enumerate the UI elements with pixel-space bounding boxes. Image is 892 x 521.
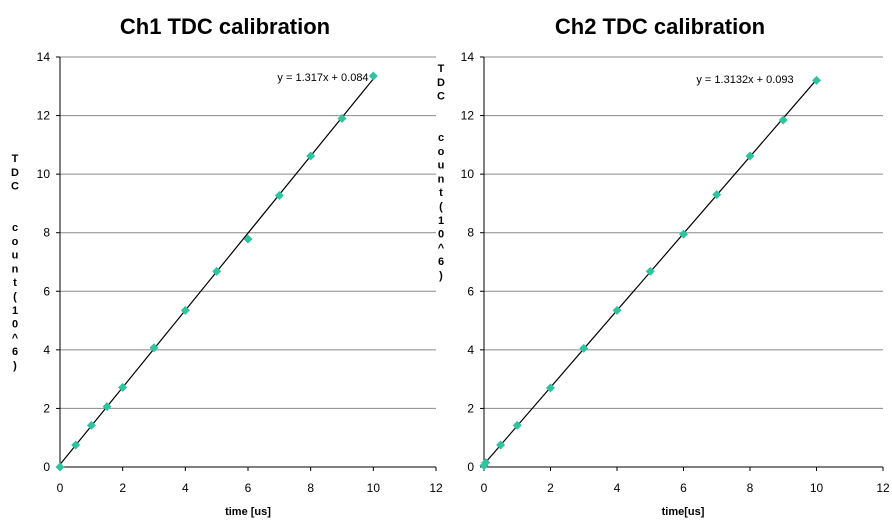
data-point (337, 114, 347, 123)
data-point (745, 151, 755, 161)
y-tick-label: 2 (43, 401, 50, 415)
data-point (118, 382, 128, 392)
data-point (679, 229, 688, 239)
x-tick-label: 2 (119, 481, 126, 495)
x-tick-label: 6 (680, 481, 687, 495)
data-point (86, 420, 96, 430)
data-point (645, 266, 655, 276)
x-tick-label: 8 (747, 481, 754, 495)
data-point (579, 343, 589, 353)
y-tick-label: 10 (37, 167, 51, 181)
x-tick-label: 10 (810, 481, 824, 495)
y-tick-label: 12 (37, 109, 51, 123)
x-axis-label: time [us] (225, 506, 271, 518)
y-tick-label: 2 (467, 401, 474, 415)
y-tick-label: 0 (43, 460, 50, 474)
x-tick-label: 12 (429, 481, 443, 495)
x-tick-label: 0 (481, 481, 488, 495)
trendline-equation: y = 1.3132x + 0.093 (696, 74, 793, 86)
data-point (149, 343, 159, 353)
data-point (180, 305, 190, 315)
data-point (546, 383, 555, 393)
y-tick-label: 14 (37, 50, 51, 64)
data-point (778, 115, 788, 125)
x-axis-label: time[us] (662, 506, 705, 518)
data-point (274, 191, 284, 201)
y-tick-label: 0 (467, 460, 474, 474)
x-tick-label: 2 (547, 481, 554, 495)
data-point (481, 458, 491, 468)
y-tick-label: 8 (467, 226, 474, 240)
y-tick-label: 6 (43, 284, 50, 298)
y-tick-label: 14 (461, 50, 475, 64)
data-point (512, 420, 522, 430)
y-tick-label: 6 (467, 284, 474, 298)
y-tick-label: 4 (43, 343, 50, 357)
x-tick-label: 6 (245, 481, 252, 495)
chart-title: Ch1 TDC calibration (120, 14, 330, 39)
data-point (102, 402, 112, 412)
x-tick-label: 8 (307, 481, 314, 495)
ch2-chart: Ch2 TDC calibration 0 2 4 6 8 10 12 14 0 2 4 6 8 10 12 t… (437, 14, 890, 518)
x-tick-label: 12 (876, 481, 890, 495)
y-tick-label: 4 (467, 343, 474, 357)
x-tick-label: 10 (367, 481, 381, 495)
data-point (212, 266, 222, 276)
y-tick-label: 12 (461, 109, 475, 123)
trendline-equation: y = 1.317x + 0.084 (277, 72, 368, 84)
x-tick-label: 0 (57, 481, 64, 495)
y-tick-label: 8 (43, 226, 50, 240)
x-tick-label: 4 (614, 481, 621, 495)
data-point (612, 305, 622, 315)
ch1-chart: Ch1 TDC calibration 0 2 4 6 8 10 12 14 0 2 4 6 8 10 12 t… (11, 14, 443, 518)
chart-title: Ch2 TDC calibration (555, 14, 765, 39)
data-point (306, 151, 316, 161)
data-point (812, 75, 821, 85)
data-point (496, 440, 506, 450)
data-point (55, 462, 65, 472)
data-point (243, 234, 253, 244)
data-point (712, 190, 722, 200)
data-point (71, 440, 81, 450)
data-point (368, 71, 378, 81)
y-tick-label: 10 (461, 167, 475, 181)
x-tick-label: 4 (182, 481, 189, 495)
